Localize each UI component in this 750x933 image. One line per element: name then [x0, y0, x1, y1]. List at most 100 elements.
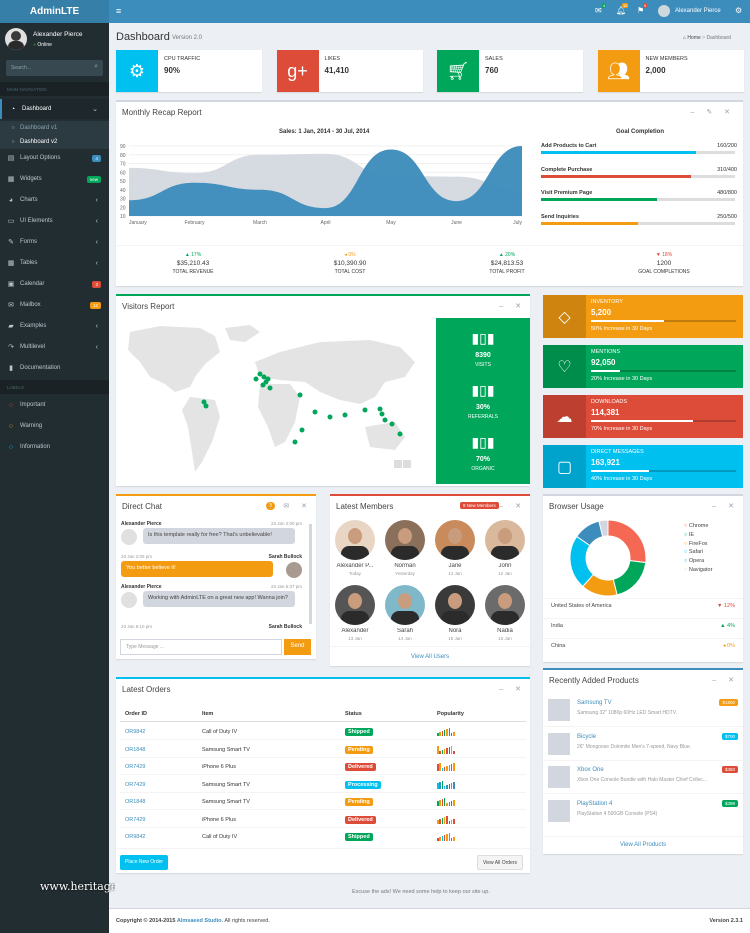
view-all-products-link[interactable]: View All Products [619, 842, 667, 848]
country-name[interactable]: China [551, 643, 566, 649]
member-name[interactable]: Alexander P... [336, 563, 374, 569]
product-name[interactable]: PlayStation 4 [577, 800, 613, 807]
sidebar-item-dashboard-v2[interactable]: ○ Dashboard v2 [0, 135, 109, 149]
order-id-link[interactable]: OR7429 [125, 764, 146, 770]
member-card[interactable]: Norman Yesterday [381, 520, 429, 576]
sidebar-item-tables[interactable]: ▦ Tables ‹ [0, 253, 109, 273]
product-item[interactable]: PlayStation 4 $399 PlayStation 4 500GB Con… [548, 797, 740, 829]
member-card[interactable]: Nora 15 Jan [431, 585, 479, 641]
member-avatar[interactable] [485, 585, 525, 625]
member-card[interactable]: Nadia 15 Jan [481, 585, 529, 641]
member-name[interactable]: Norman [394, 563, 416, 569]
page-subtitle: Version 2.0 [172, 35, 203, 41]
order-item: Samsung Smart TV [202, 781, 250, 788]
circle-icon: ○ [11, 139, 15, 145]
box-tools[interactable]: – ✕ [499, 686, 526, 693]
member-name[interactable]: Jane [448, 563, 462, 569]
stat-value: $35,210.43 [176, 260, 210, 267]
box-tools[interactable]: – ✕ [499, 303, 526, 310]
box-tools[interactable]: – ✕ [499, 503, 526, 510]
side-info-value: 92,050 [591, 358, 616, 367]
order-status-badge: Delivered [345, 815, 376, 824]
member-name[interactable]: Alexander [341, 628, 369, 634]
member-avatar[interactable] [485, 520, 525, 560]
sidebar-item-dashboard-v1[interactable]: ○ Dashboard v1 [0, 121, 109, 135]
product-name[interactable]: Samsung TV [577, 700, 612, 706]
member-avatar[interactable] [385, 520, 425, 560]
member-name[interactable]: Nadia [497, 628, 513, 634]
sidebar-item-forms[interactable]: ✎ Forms ‹ [0, 232, 109, 252]
legend-item: ○ Opera [684, 558, 704, 564]
order-id-link[interactable]: OR1848 [125, 746, 146, 753]
sidebar-label-warning[interactable]: ○ Warning [0, 416, 109, 436]
member-card[interactable]: Jane 12 Jan [431, 520, 479, 576]
chat-scrollbar[interactable] [309, 524, 312, 624]
legend-circle-icon: ○ [684, 558, 689, 565]
send-button[interactable]: Send [284, 639, 311, 655]
sidebar-item-widgets[interactable]: ▦ Widgets new [0, 169, 109, 189]
order-id-link[interactable]: OR9842 [125, 729, 146, 735]
member-card[interactable]: Sarah 14 Jan [381, 585, 429, 641]
member-avatar[interactable] [435, 520, 475, 560]
side-info-label: DOWNLOADS [591, 399, 628, 405]
sidebar-item-mailbox[interactable]: ✉ Mailbox 12 [0, 295, 109, 315]
company-link[interactable]: Almsaeed Studio. [176, 918, 224, 924]
sidebar-item-charts[interactable]: ◕ Charts ‹ [0, 190, 109, 210]
member-card[interactable]: Alexander 13 Jan [331, 585, 379, 641]
sidebar-item-multilevel[interactable]: ↷ Multilevel ‹ [0, 337, 109, 357]
sidebar-item-examples[interactable]: ▰ Examples ‹ [0, 316, 109, 336]
product-item[interactable]: Bicycle $700 26" Mongoose Dolomite Men's 7… [543, 730, 743, 762]
member-date: 14 Jan [398, 636, 412, 641]
breadcrumb-home[interactable]: Home [687, 35, 701, 41]
member-name[interactable]: Nora [448, 628, 462, 634]
mail-icon[interactable]: ✉ [595, 6, 602, 15]
order-id-link[interactable]: OR1848 [125, 799, 146, 805]
order-id-link[interactable]: OR7429 [125, 816, 146, 823]
product-item[interactable]: Xbox One $350 Xbox One Console Bundle with… [543, 763, 743, 795]
order-id-link[interactable]: OR9842 [125, 834, 146, 840]
gears-icon[interactable]: ⚙ [735, 6, 743, 15]
user-avatar[interactable] [658, 5, 670, 17]
box-tools[interactable]: – ✎ ✕ [690, 109, 735, 116]
menu-toggle-icon[interactable]: ≡ [116, 6, 122, 16]
legend-circle-icon: ○ [684, 567, 689, 573]
search-input[interactable]: Search... [11, 65, 32, 71]
sidebar-label-important[interactable]: ○ Important [0, 395, 109, 415]
sidebar-search[interactable]: Search... ⌕ [6, 60, 103, 76]
logo[interactable]: AdminLTE [0, 0, 109, 23]
member-avatar[interactable] [335, 585, 375, 625]
sidebar-item-ui-elements[interactable]: ▭ UI Elements ‹ [0, 211, 109, 231]
member-avatar[interactable] [385, 585, 425, 625]
box-tools[interactable]: – ✕ [712, 677, 739, 684]
member-card[interactable]: Alexander P... Today [331, 520, 379, 576]
member-name[interactable]: John [498, 563, 512, 569]
member-name[interactable]: Sarah [396, 628, 413, 634]
member-avatar[interactable] [435, 585, 475, 625]
order-item: iPhone 6 Plus [202, 816, 236, 823]
user-menu-name[interactable]: Alexander Pierce [675, 8, 721, 14]
member-avatar[interactable] [335, 520, 375, 560]
view-all-users-link[interactable]: View All Users [410, 654, 450, 660]
view-all-orders-button[interactable]: View All Orders [476, 855, 523, 870]
sidebar-item-calendar[interactable]: ▣ Calendar 3 [0, 274, 109, 294]
country-name[interactable]: India [551, 623, 563, 629]
product-name[interactable]: Xbox One [577, 767, 604, 773]
product-name[interactable]: Bicycle [577, 733, 597, 740]
flag-icon[interactable]: ⚑ [637, 6, 645, 15]
country-name[interactable]: United States of America [551, 603, 612, 609]
product-item[interactable]: Samsung TV $1800 Samsung 32" 1080p 60Hz LE… [543, 696, 743, 728]
order-id-link[interactable]: OR7429 [125, 781, 146, 788]
member-date: 15 Jan [498, 636, 512, 641]
bell-icon[interactable]: 🔔︎ [616, 6, 627, 15]
place-new-order-button[interactable]: Place New Order [120, 855, 169, 870]
box-tools[interactable]: – ✕ [712, 503, 739, 510]
sidebar-label-information[interactable]: ○ Information [0, 437, 109, 457]
sidebar-item-layout-options[interactable]: ▤ Layout Options 4 [0, 148, 109, 168]
chat-message-input[interactable]: Type Message ... [120, 639, 282, 655]
box-tools[interactable]: – ✉ ✕ [267, 503, 312, 510]
search-icon[interactable]: ⌕ [94, 63, 98, 70]
member-card[interactable]: John 12 Jan [481, 520, 529, 576]
world-map[interactable] [120, 322, 428, 482]
sidebar-item-dashboard[interactable]: ◔ Dashboard ⌄ [0, 99, 109, 119]
sidebar-item-documentation[interactable]: ▮ Documentation [0, 358, 109, 378]
